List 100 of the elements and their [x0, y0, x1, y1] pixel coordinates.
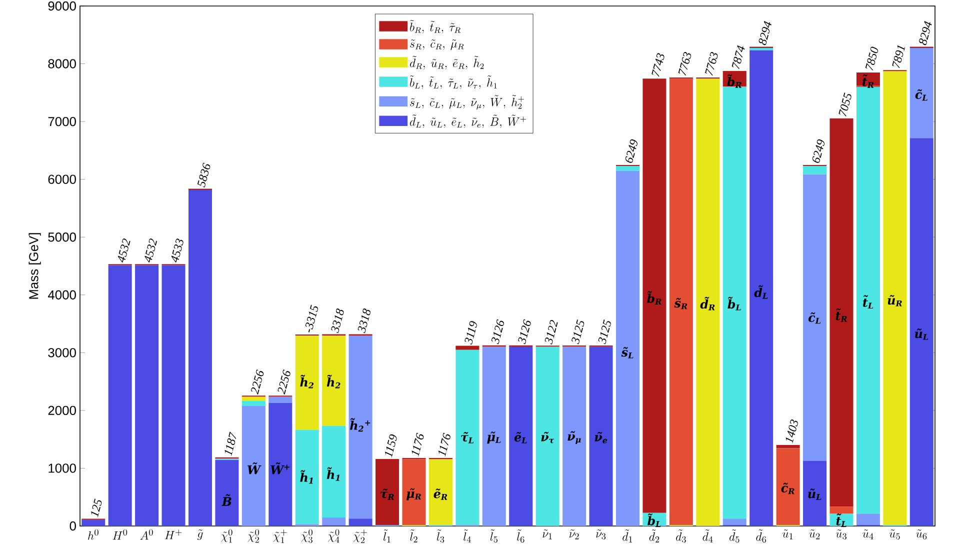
annotation: t̃$_{R}$: [836, 308, 847, 322]
annotation: B̃: [222, 494, 232, 506]
bar: [376, 459, 400, 526]
total-label: 7891: [892, 45, 906, 68]
annotation: h̃$_{1}$: [300, 470, 313, 484]
annotation: W̃$^{+}$: [270, 462, 290, 474]
total-label: 7743: [652, 53, 664, 77]
bar: [242, 406, 266, 526]
annotation: ũ$_{R}$: [888, 295, 902, 306]
annotation: ẽ$_{R}$: [434, 488, 448, 500]
annotation: d̃$_{R}$: [700, 296, 715, 310]
total-label: 2256: [278, 370, 290, 395]
total-label: 7763: [678, 52, 691, 76]
annotation: τ̃$_{R}$: [380, 488, 394, 500]
total-label: 4532: [118, 238, 130, 263]
total-label: 8294: [758, 21, 772, 46]
annotation: μ̃$_{R}$: [406, 488, 421, 500]
total-label: 3318: [358, 308, 370, 334]
bar: [856, 514, 880, 525]
bar: [162, 265, 186, 526]
bar: [536, 346, 560, 526]
legend-label: $\tilde{b}_L,\ \tilde{t}_L,\ \tilde{\tau}_L,\ \tilde{\nu}_\tau,\ \tilde{h}_1$: [410, 75, 497, 89]
annotation: c̃$_{R}$: [781, 482, 794, 494]
annotation: ν̃$_{e}$: [594, 432, 608, 444]
x-tick-label: $\tilde{\chi}_2^+$: [353, 530, 368, 544]
x-tick-label: $\tilde{u}_6$: [916, 530, 927, 540]
x-tick-label: $\tilde{l}_2$: [410, 530, 418, 542]
x-tick-label: $h^0$: [88, 529, 98, 540]
y-axis-title: Mass [GeV]: [28, 233, 41, 299]
annotation: d̃$_{L}$: [754, 285, 768, 299]
y-tick-label: 9000: [48, 1, 76, 11]
total-label: 3119: [464, 321, 477, 345]
y-tick-label: 8000: [48, 59, 76, 68]
total-label: 2256: [251, 370, 264, 395]
bar: [509, 346, 533, 526]
bar: [856, 87, 880, 514]
bar: [456, 346, 480, 350]
x-tick-label: $\tilde{g}$: [197, 530, 203, 540]
total-label: 7874: [732, 45, 745, 70]
bar: [722, 86, 746, 519]
bar: [295, 430, 319, 524]
x-tick-label: $\tilde{u}_5$: [889, 530, 900, 540]
x-tick-label: $\tilde{\nu}_3$: [596, 530, 606, 540]
bar: [616, 166, 640, 171]
x-tick-label: $\tilde{\nu}_2$: [570, 530, 579, 540]
x-tick-label: $\tilde{d}_6$: [756, 530, 766, 543]
bar: [803, 460, 827, 526]
annotation: t̃$_{R}$: [862, 74, 874, 88]
bar: [616, 170, 640, 526]
bar: [883, 71, 907, 526]
annotation: b̃$_{L}$: [648, 514, 661, 527]
x-tick-label: $\tilde{d}_4$: [702, 530, 713, 542]
annotation: W̃: [248, 462, 262, 474]
annotation: b̃$_{R}$: [727, 74, 742, 88]
bar: [268, 403, 292, 526]
bar: [910, 138, 934, 526]
x-tick-label: $\tilde{d}_2$: [649, 530, 660, 542]
annotation: c̃$_{L}$: [915, 89, 928, 101]
annotation: h̃$_{1}$: [326, 467, 340, 481]
x-tick-label: $A^0$: [140, 529, 153, 540]
annotation: c̃$_{L}$: [808, 312, 821, 324]
total-label: 7850: [865, 46, 878, 71]
legend-label: $\tilde{d}_L,\ \tilde{u}_L,\ \tilde{e}_L,\ \tilde{\nu}_e,\ \tilde{B},\ \tilde{W}^+$: [410, 114, 526, 128]
total-label: 1176: [438, 432, 450, 457]
total-label: 8294: [919, 21, 932, 46]
y-tick-label: 7000: [48, 116, 76, 126]
x-tick-label: $\tilde{\nu}_1$: [542, 530, 552, 540]
total-label: 4532: [144, 238, 158, 263]
annotation: ẽ$_{L}$: [514, 432, 527, 444]
x-tick-label: $\tilde{\chi}_1^+$: [273, 530, 287, 544]
bar: [830, 506, 854, 514]
bar: [268, 396, 292, 404]
y-tick-label: 2000: [48, 406, 76, 416]
x-tick-label: $\tilde{d}_3$: [676, 530, 686, 543]
x-tick-label: $\tilde{d}_5$: [730, 530, 740, 543]
x-tick-label: $\tilde{l}_5$: [490, 530, 498, 543]
annotation: t̃$_{L}$: [836, 514, 846, 527]
x-tick-label: $\tilde{l}_4$: [464, 530, 471, 542]
annotation: s̃$_{R}$: [674, 298, 688, 310]
bar: [669, 78, 693, 526]
bar: [589, 346, 613, 526]
total-label: 1187: [224, 432, 236, 456]
bar: [348, 335, 372, 519]
total-label: 3125: [572, 320, 584, 344]
bar: [562, 346, 586, 526]
x-tick-label: $\tilde{\chi}_1^0$: [221, 529, 232, 543]
annotation: h̃$_{2}$: [326, 374, 340, 388]
total-label: 3125: [598, 320, 611, 344]
bar: [910, 48, 934, 138]
total-label: 125: [91, 498, 102, 518]
bar: [402, 459, 426, 526]
annotation: h̃$_{2}$: [300, 374, 314, 388]
legend-label: $\tilde{s}_L,\ \tilde{c}_L,\ \tilde{\mu}_L,\ \tilde{\nu}_\mu,\ \tilde{W},\ \tilde{h}_2^+$: [410, 95, 524, 110]
total-label: 3126: [518, 319, 531, 344]
annotation: ν̃$_{τ}$: [541, 432, 554, 444]
bar: [82, 520, 106, 526]
bar: [322, 426, 346, 518]
x-tick-label: $\tilde{l}_6$: [517, 530, 524, 543]
annotation: b̃$_{L}$: [728, 296, 741, 310]
bar: [803, 174, 827, 461]
